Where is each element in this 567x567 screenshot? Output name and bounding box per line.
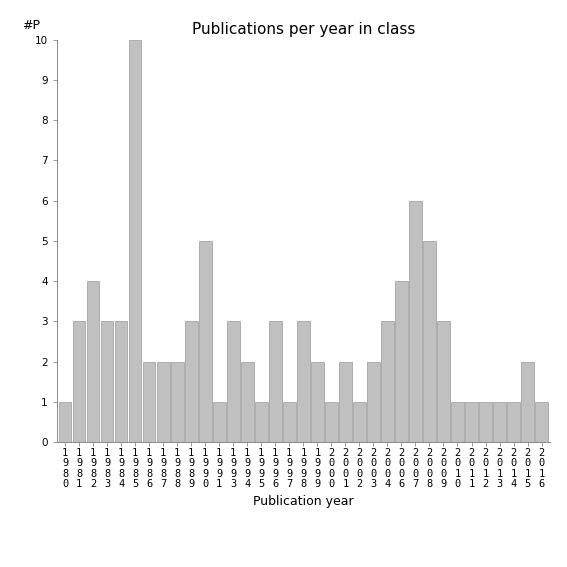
Bar (129, 40, 142, 442)
Bar (479, 402, 492, 442)
Bar (325, 402, 338, 442)
Bar (367, 362, 380, 442)
Bar (451, 402, 464, 442)
Bar (283, 402, 295, 442)
Bar (521, 362, 534, 442)
Bar (297, 321, 310, 442)
X-axis label: Publication year: Publication year (253, 494, 354, 507)
Bar (59, 402, 71, 442)
Bar (87, 281, 99, 442)
Bar (199, 241, 211, 442)
Bar (535, 402, 548, 442)
Bar (101, 321, 113, 442)
Bar (255, 402, 268, 442)
Bar (171, 362, 184, 442)
Bar (143, 362, 155, 442)
Bar (465, 402, 478, 442)
Bar (157, 362, 170, 442)
Bar (115, 321, 128, 442)
Bar (437, 321, 450, 442)
Bar (213, 402, 226, 442)
Bar (339, 362, 352, 442)
Bar (395, 281, 408, 442)
Bar (493, 402, 506, 442)
Bar (409, 201, 422, 442)
Bar (353, 402, 366, 442)
Title: Publications per year in class: Publications per year in class (192, 22, 415, 37)
Bar (227, 321, 240, 442)
Bar (269, 321, 282, 442)
Bar (507, 402, 520, 442)
Bar (241, 362, 253, 442)
Bar (73, 321, 86, 442)
Text: #P: #P (22, 19, 40, 32)
Bar (423, 241, 436, 442)
Bar (185, 321, 197, 442)
Bar (311, 362, 324, 442)
Bar (381, 321, 393, 442)
